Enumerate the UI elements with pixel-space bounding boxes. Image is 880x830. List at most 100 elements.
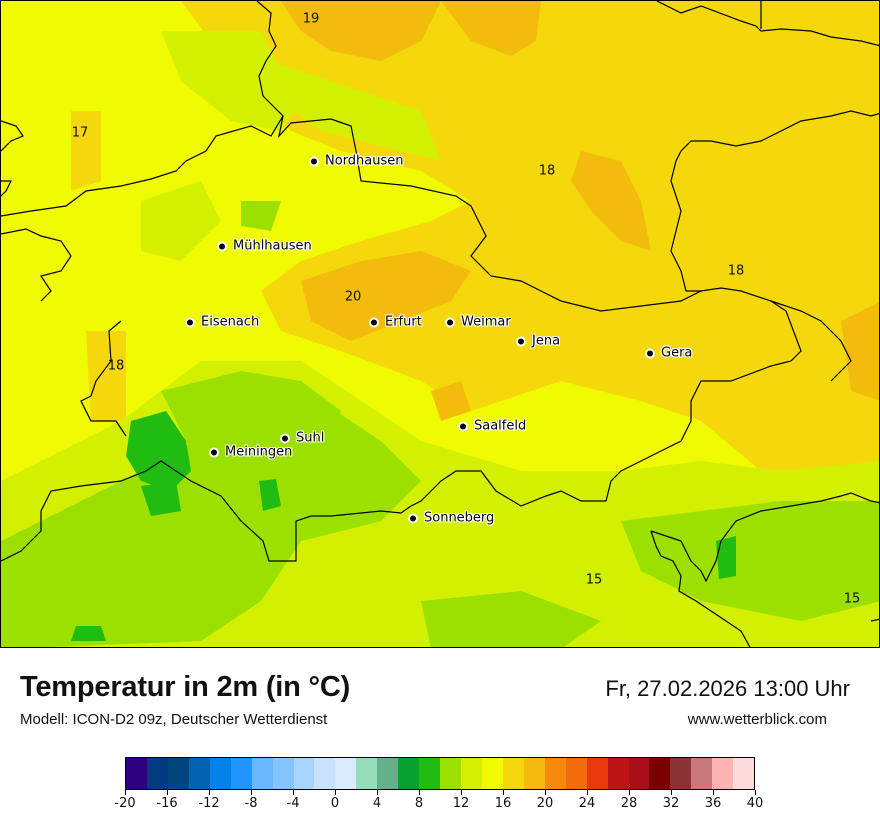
colorbar-segment	[167, 758, 189, 789]
colorbar-tick-label: 40	[746, 796, 764, 811]
isotherm-label: 18	[107, 358, 125, 374]
isotherm-label: 15	[843, 591, 861, 607]
city-dot-icon	[645, 348, 655, 358]
city-label: Nordhausen	[325, 153, 404, 169]
city-label: Eisenach	[201, 314, 260, 330]
city-dot-icon	[408, 513, 418, 523]
colorbar-tick-label: -4	[286, 796, 300, 811]
city-dot-icon	[280, 433, 290, 443]
map-title: Temperatur in 2m (in °C)	[20, 671, 351, 703]
website-link[interactable]: www.wetterblick.com	[687, 711, 827, 728]
colorbar-tick	[250, 790, 252, 795]
city-dot-icon	[185, 317, 195, 327]
city-marker-nordhausen[interactable]: Nordhausen	[309, 153, 404, 169]
isotherm-label: 17	[71, 125, 89, 141]
colorbar-tick	[124, 790, 126, 795]
colorbar-segment	[733, 758, 755, 789]
colorbar-segment	[607, 758, 629, 789]
colorbar-segment	[565, 758, 587, 789]
temperature-field	[1, 1, 879, 647]
city-marker-sonneberg[interactable]: Sonneberg	[408, 510, 495, 526]
colorbar-tick-label: -12	[198, 796, 220, 811]
colorbar-tick	[334, 790, 336, 795]
colorbar-segment	[314, 758, 336, 789]
city-label: Jena	[532, 333, 561, 349]
colorbar-tick	[208, 790, 210, 795]
colorbar-ticks: -20 -16 -12 -8 -4 0 4 8 12 16 20 24 28 32 36 40	[114, 790, 763, 820]
colorbar-tick-label: 0	[330, 796, 340, 811]
city-dot-icon	[309, 156, 319, 166]
city-marker-erfurt[interactable]: Erfurt	[369, 315, 422, 330]
isotherm-label: 19	[302, 11, 320, 27]
city-marker-meiningen[interactable]: Meiningen	[209, 444, 293, 460]
city-label: Gera	[661, 345, 693, 361]
colorbar-segment	[356, 758, 378, 789]
colorbar-tick	[670, 790, 672, 795]
colorbar-segment	[272, 758, 294, 789]
city-marker-saalfeld[interactable]: Saalfeld	[458, 418, 527, 434]
city-label: Sonneberg	[424, 510, 495, 526]
colorbar-segment	[461, 758, 482, 789]
colorbar-segment	[209, 758, 231, 789]
colorbar-tick-label: -16	[156, 796, 178, 811]
city-dot-icon	[217, 241, 227, 251]
colorbar-segment	[251, 758, 273, 789]
colorbar-tick-label: -20	[114, 796, 136, 811]
colorbar-segment	[691, 758, 713, 789]
city-marker-weimar[interactable]: Weimar	[445, 314, 511, 330]
colorbar-tick	[628, 790, 630, 795]
colorbar-segment	[335, 758, 357, 789]
colorbar-tick	[418, 790, 420, 795]
colorbar-tick-label: 16	[494, 796, 512, 811]
colorbar-tick-label: -8	[244, 796, 258, 811]
colorbar-tick	[502, 790, 504, 795]
colorbar-segment	[712, 758, 734, 789]
colorbar-segment	[146, 758, 168, 789]
colorbar-segment	[230, 758, 252, 789]
city-marker-gera[interactable]: Gera	[645, 345, 693, 361]
colorbar-tick	[292, 790, 294, 795]
city-label: Saalfeld	[474, 418, 527, 434]
colorbar-segment	[377, 758, 399, 789]
state-borders	[1, 1, 879, 647]
city-label: Mühlhausen	[233, 238, 312, 254]
colorbar-segment	[502, 758, 524, 789]
colorbar-tick	[586, 790, 588, 795]
colorbar-tick-label: 28	[620, 796, 638, 811]
city-marker-suhl[interactable]: Suhl	[280, 431, 324, 446]
colorbar-segment	[188, 758, 210, 789]
colorbar-segment	[481, 758, 503, 789]
colorbar-segment	[398, 758, 420, 789]
city-dot-icon	[445, 317, 455, 327]
colorbar-tick-label: 32	[662, 796, 680, 811]
temperature-map: 19 17 18 18 20 18 15 15 Nordhausen Mühlh…	[0, 0, 880, 648]
colorbar-tick	[166, 790, 168, 795]
isotherm-label: 18	[727, 263, 745, 279]
city-marker-muehlhausen[interactable]: Mühlhausen	[217, 238, 312, 254]
city-marker-eisenach[interactable]: Eisenach	[185, 314, 260, 330]
colorbar-tick	[460, 790, 462, 795]
colorbar-segment	[586, 758, 608, 789]
colorbar-segment	[419, 758, 441, 789]
colorbar-segment	[440, 758, 461, 789]
colorbar-segment	[670, 758, 692, 789]
colorbar-tick	[754, 790, 756, 795]
city-dot-icon	[458, 421, 468, 431]
city-label: Weimar	[461, 314, 511, 330]
city-dot-icon	[516, 336, 526, 346]
city-dot-icon	[209, 447, 219, 457]
colorbar-tick-label: 12	[452, 796, 470, 811]
city-dot-icon	[369, 317, 379, 327]
colorbar-segment	[293, 758, 315, 789]
city-marker-jena[interactable]: Jena	[516, 333, 561, 349]
colorbar-segment	[523, 758, 545, 789]
isotherm-label: 18	[538, 163, 556, 179]
colorbar-tick-label: 20	[536, 796, 554, 811]
isotherm-label: 20	[344, 289, 362, 305]
colorbar-segment	[628, 758, 650, 789]
colorbar-tick-label: 8	[414, 796, 424, 811]
colorbar-segment	[649, 758, 671, 789]
city-label: Meiningen	[225, 444, 293, 460]
colorbar-tick-label: 4	[372, 796, 382, 811]
model-source: Modell: ICON-D2 09z, Deutscher Wetterdie…	[20, 711, 328, 728]
